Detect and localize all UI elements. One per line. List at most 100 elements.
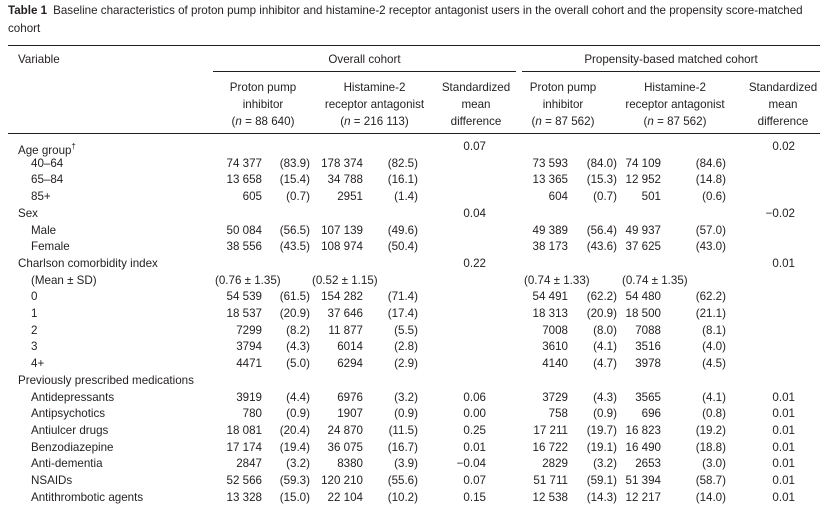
column-header-1: Proton pump inhibitor (n = 88 640) [213,79,313,130]
cell-d: 7088 [635,324,661,337]
row-label: Antipsychotics [31,407,106,420]
cell-d: 3516 [635,340,661,353]
cell-a: 50 084 [226,224,262,237]
row-label: Antithrombotic agents [31,491,144,504]
cell-a: 605 [242,190,262,203]
column-header-line: Proton pump [229,81,297,94]
column-header-n-value: 88 640 [255,115,291,128]
cell-cp: (62.2) [586,290,617,303]
cell-smd2: 0.01 [772,474,795,487]
cell-dp: (4.1) [702,391,726,404]
column-header-4: Proton pump inhibitor (n = 87 562) [522,79,604,130]
cell-bp: (11.5) [388,424,418,437]
cell-dp: (62.2) [695,290,726,303]
cell-cp: (84.0) [586,157,617,170]
cell-bp: (71.4) [387,290,418,303]
cell-a: 780 [242,407,262,420]
row-label: (Mean ± SD) [31,274,97,287]
cell-ap: (20.4) [279,424,310,437]
cell-smd2: 0.01 [772,457,795,470]
cell-d: 37 625 [625,240,661,253]
cell-d: 16 490 [625,441,661,454]
cell-mean-sd: (0.76 ± 1.35) [215,274,281,287]
cell-smd2: 0.02 [772,140,795,153]
row-label: Previously prescribed medications [18,374,194,387]
column-header-line: mean [461,98,491,111]
cell-b: 1907 [337,407,363,420]
cell-dp: (21.1) [695,307,726,320]
cell-cp: (4.3) [593,391,617,404]
column-header-n-value: 87 562 [555,115,591,128]
column-header-5: Histamine-2 receptor antagonist (n = 87 56… [604,79,746,130]
cell-a: 18 081 [226,424,262,437]
table-caption: Table 1 Baseline characteristics of proto… [8,2,820,38]
cell-bp: (55.6) [387,474,418,487]
cell-d: 74 109 [625,157,661,170]
cell-c: 13 365 [532,173,568,186]
cell-mean-sd: (0.52 ± 1.15) [312,274,378,287]
cell-smd2: 0.01 [772,441,795,454]
cell-d: 54 480 [625,290,661,303]
cell-mean-sd: (0.74 ± 1.35) [622,274,688,287]
cell-b: 6976 [337,391,363,404]
cell-b: 154 282 [321,290,363,303]
cell-a: 4471 [236,357,262,370]
cell-bp: (16.1) [387,173,418,186]
cell-d: 12 217 [625,491,661,504]
column-header-line: difference [450,115,502,128]
cell-c: 758 [548,407,568,420]
cell-a: 17 174 [226,441,262,454]
cell-ap: (8.2) [286,324,310,337]
cell-cp: (43.6) [586,240,617,253]
cell-b: 22 104 [327,491,363,504]
cell-cp: (15.3) [586,173,617,186]
cell-smd1: 0.00 [463,407,486,420]
cell-a: 54 539 [226,290,262,303]
cell-b: 6294 [337,357,363,370]
cell-a: 2847 [236,457,262,470]
column-header-line: inhibitor [242,98,284,111]
row-label: Charlson comorbidity index [18,257,158,270]
cell-b: 2951 [337,190,363,203]
cell-d: 12 952 [625,173,661,186]
row-label: Female [31,240,70,253]
cell-cp: (14.3) [586,491,617,504]
cell-bp: (2.9) [394,357,418,370]
column-header-line: receptor antagonist [625,98,725,111]
cell-ap: (56.5) [279,224,310,237]
row-label: Sex [18,207,38,220]
cell-smd1: −0.04 [456,457,486,470]
cell-cp: (56.4) [586,224,617,237]
cell-b: 178 374 [321,157,363,170]
cell-c: 18 313 [532,307,568,320]
cell-a: 52 566 [226,474,262,487]
column-header-line: Proton pump [529,81,597,94]
cell-dp: (84.6) [695,157,726,170]
cell-smd2: 0.01 [772,407,795,420]
column-header-n: (n = 88 640) [231,115,295,128]
column-header-6: Standardized mean difference [746,79,820,130]
cell-smd2: 0.01 [772,257,795,270]
column-header-n-value: 87 562 [667,115,703,128]
column-header-line: Histamine-2 [644,81,706,94]
cell-cp: (0.7) [593,190,617,203]
table-title: Baseline characteristics of proton pump … [8,4,803,35]
cell-mean-sd: (0.74 ± 1.33) [524,274,590,287]
row-label: 1 [31,307,38,320]
cell-c: 3610 [542,340,568,353]
cell-ap: (59.3) [279,474,310,487]
cell-ap: (0.9) [286,407,310,420]
overall-cohort-header: Overall cohort [328,53,401,66]
column-header-n-value: 216 113 [363,115,405,128]
cell-bp: (3.9) [394,457,418,470]
cell-bp: (82.5) [387,157,418,170]
cell-c: 2829 [542,457,568,470]
cell-cp: (20.9) [586,307,617,320]
cell-c: 7008 [542,324,568,337]
cell-bp: (16.7) [387,441,418,454]
column-header-2: Histamine-2 receptor antagonist (n = 216 1… [313,79,436,130]
matched-cohort-rule [522,71,820,72]
column-header-line: mean [768,98,798,111]
cell-dp: (14.8) [695,173,726,186]
cell-smd1: 0.07 [463,140,486,153]
